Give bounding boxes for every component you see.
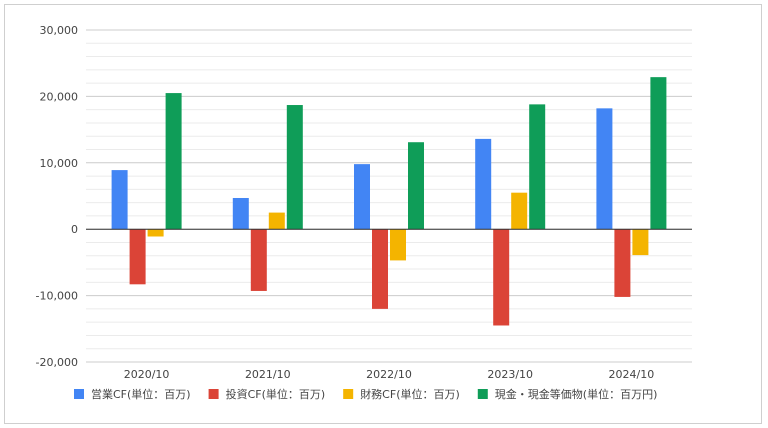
legend: 営業CF(単位：百万) 投資CF(単位：百万) 財務CF(単位：百万) 現金・現金等価… bbox=[74, 387, 657, 401]
bars bbox=[111, 77, 667, 326]
bar-1-0[interactable] bbox=[129, 229, 146, 285]
bar-0-0[interactable] bbox=[111, 170, 128, 230]
bar-0-1[interactable] bbox=[232, 197, 249, 230]
legend-label: 投資CF(単位：百万) bbox=[226, 387, 326, 401]
y-tick-label: -10,000 bbox=[36, 290, 78, 303]
x-axis: 2020/10 2021/10 2022/10 2023/10 2024/10 bbox=[124, 368, 655, 381]
legend-item[interactable]: 投資CF(単位：百万) bbox=[208, 387, 326, 401]
y-tick-label: 10,000 bbox=[40, 157, 79, 170]
legend-item[interactable]: 財務CF(単位：百万) bbox=[343, 387, 460, 401]
legend-label: 財務CF(単位：百万) bbox=[360, 387, 460, 401]
y-tick-label: 0 bbox=[71, 223, 78, 236]
legend-label: 営業CF(単位：百万) bbox=[91, 387, 191, 401]
bar-2-3[interactable] bbox=[511, 192, 528, 230]
chart-frame bbox=[4, 4, 762, 424]
y-axis: 30,000 20,000 10,000 0 -10,000 -20,000 bbox=[36, 24, 78, 369]
bar-0-2[interactable] bbox=[354, 164, 370, 230]
bar-1-3[interactable] bbox=[493, 229, 510, 326]
legend-label: 現金・現金等価物(単位：百万円) bbox=[495, 387, 658, 401]
legend-swatch bbox=[208, 389, 219, 399]
legend-swatch bbox=[477, 389, 488, 399]
x-tick-label: 2024/10 bbox=[609, 368, 655, 381]
legend-item[interactable]: 現金・現金等価物(単位：百万円) bbox=[477, 387, 658, 401]
y-tick-label: -20,000 bbox=[36, 356, 78, 369]
y-tick-label: 20,000 bbox=[40, 90, 79, 103]
bar-2-4[interactable] bbox=[632, 229, 649, 256]
x-tick-label: 2020/10 bbox=[124, 368, 170, 381]
x-tick-label: 2023/10 bbox=[487, 368, 533, 381]
bar-1-4[interactable] bbox=[614, 229, 631, 297]
legend-swatch bbox=[343, 389, 354, 399]
bar-1-1[interactable] bbox=[250, 229, 267, 291]
bar-2-1[interactable] bbox=[268, 212, 285, 230]
bar-3-4[interactable] bbox=[650, 77, 667, 230]
bar-3-3[interactable] bbox=[529, 104, 546, 230]
bar-3-1[interactable] bbox=[286, 105, 303, 230]
gridlines bbox=[86, 29, 692, 363]
x-tick-label: 2022/10 bbox=[366, 368, 412, 381]
bar-3-2[interactable] bbox=[408, 142, 424, 230]
x-tick-label: 2021/10 bbox=[245, 368, 291, 381]
legend-item[interactable]: 営業CF(単位：百万) bbox=[74, 387, 191, 401]
bar-3-0[interactable] bbox=[165, 93, 182, 230]
bar-1-2[interactable] bbox=[372, 229, 388, 309]
y-tick-label: 30,000 bbox=[40, 24, 79, 37]
bar-2-2[interactable] bbox=[390, 229, 406, 261]
bar-2-0[interactable] bbox=[147, 229, 164, 237]
bar-0-3[interactable] bbox=[475, 138, 492, 230]
legend-swatch bbox=[74, 389, 84, 399]
bar-0-4[interactable] bbox=[596, 108, 613, 230]
